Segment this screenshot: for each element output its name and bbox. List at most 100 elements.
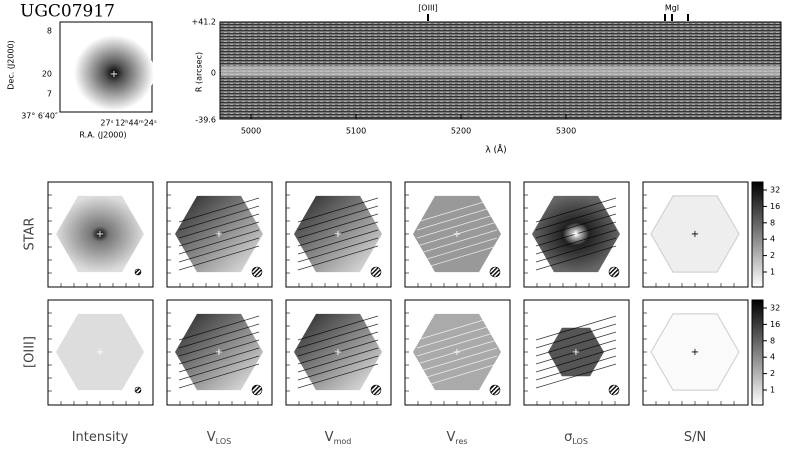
center-marker: +: [334, 229, 342, 240]
y-tick-label: 20: [42, 70, 52, 79]
column-label-main: S/N: [684, 430, 706, 445]
x-tick-label: 5300: [556, 127, 576, 136]
beam: [489, 266, 501, 278]
contour: [297, 213, 379, 239]
contour: [416, 221, 498, 247]
colorbar-tick-label: 8: [770, 218, 775, 227]
contour: [297, 363, 379, 389]
colorbar-tick-label: 32: [770, 186, 780, 195]
contour: [535, 339, 617, 365]
contour: [416, 213, 498, 239]
contour: [178, 339, 260, 365]
contour: [178, 213, 260, 239]
contour: [297, 237, 379, 263]
center-marker: +: [215, 229, 223, 240]
contour: [178, 205, 260, 231]
colorbar-tick-label: 1: [770, 386, 775, 395]
beam: [370, 384, 382, 396]
row-label: STAR: [23, 217, 38, 250]
center-marker: +: [572, 229, 580, 240]
beam: [251, 384, 263, 396]
contour: [178, 315, 260, 341]
y-axis-label: Dec. (J2000): [7, 40, 16, 90]
x-axis-label: R.A. (J2000): [79, 131, 126, 140]
column-label-sub: LOS: [572, 437, 588, 446]
contour: [297, 197, 379, 223]
contour: [416, 331, 498, 357]
map-hexagon: [56, 313, 144, 391]
contour: [297, 229, 379, 255]
contour: [297, 221, 379, 247]
contour: [416, 355, 498, 381]
beam: [608, 266, 620, 278]
y-tick-label: +41.2: [191, 18, 216, 27]
contour: [178, 323, 260, 349]
beam: [251, 266, 263, 278]
colorbar-tick-label: 4: [770, 353, 775, 362]
x-tick-label: 5200: [451, 127, 471, 136]
center-marker: +: [215, 347, 223, 358]
contour: [416, 323, 498, 349]
colorbar-tick-label: 8: [770, 336, 775, 345]
contour: [535, 221, 617, 247]
contour: [178, 347, 260, 373]
column-label: Vmod: [325, 430, 352, 446]
column-label: σLOS: [564, 430, 588, 446]
column-label: S/N: [684, 430, 706, 445]
contour: [535, 197, 617, 223]
contour: [535, 237, 617, 263]
contour: [416, 205, 498, 231]
center-marker: +: [96, 347, 104, 358]
contour: [416, 347, 498, 373]
contour: [178, 245, 260, 271]
contour: [297, 323, 379, 349]
colorbar-tick-label: 32: [770, 304, 780, 313]
contour: [535, 315, 617, 341]
contour: [535, 245, 617, 271]
center-marker: +: [572, 347, 580, 358]
spectrum-center-band: [221, 66, 780, 76]
contour: [535, 347, 617, 373]
map-hexagon: [650, 313, 740, 391]
x-tick-label: 27ˢ: [100, 119, 113, 128]
column-label-main: V: [325, 430, 334, 445]
colorbar-tick-label: 16: [770, 202, 780, 211]
y-tick-label: -39.6: [195, 116, 216, 125]
colorbar-tick-label: 4: [770, 235, 775, 244]
contour: [535, 205, 617, 231]
contour: [297, 205, 379, 231]
colorbar-tick-label: 2: [770, 369, 775, 378]
contour: [178, 363, 260, 389]
map-hexagon: [650, 195, 740, 273]
colorbar: [751, 299, 764, 406]
column-label-main: V: [207, 430, 216, 445]
x-tick-label: 5100: [346, 127, 366, 136]
column-label: VLOS: [207, 430, 231, 446]
column-label: Intensity: [72, 430, 129, 445]
contour: [535, 363, 617, 389]
column-label-sub: LOS: [216, 437, 232, 446]
contour: [297, 355, 379, 381]
colorbar: [751, 181, 764, 288]
center-marker: +: [110, 69, 118, 80]
galaxy-image: [74, 35, 154, 111]
contour: [535, 331, 617, 357]
contour: [416, 245, 498, 271]
x-tick-label: 5000: [241, 127, 261, 136]
map-hexagon: [56, 195, 144, 273]
contour: [535, 355, 617, 381]
column-label-main: σ: [564, 430, 572, 445]
x-axis-label: λ (Å): [485, 144, 506, 156]
y-tick-label: 0: [211, 69, 216, 78]
colorbar-tick-label: 2: [770, 251, 775, 260]
contour: [535, 213, 617, 239]
column-label-main: Intensity: [72, 430, 129, 445]
beam: [134, 268, 142, 276]
contour: [416, 315, 498, 341]
contour: [416, 339, 498, 365]
contour: [178, 197, 260, 223]
contour: [297, 315, 379, 341]
line-label: [OIII]: [418, 4, 438, 13]
contour: [535, 323, 617, 349]
